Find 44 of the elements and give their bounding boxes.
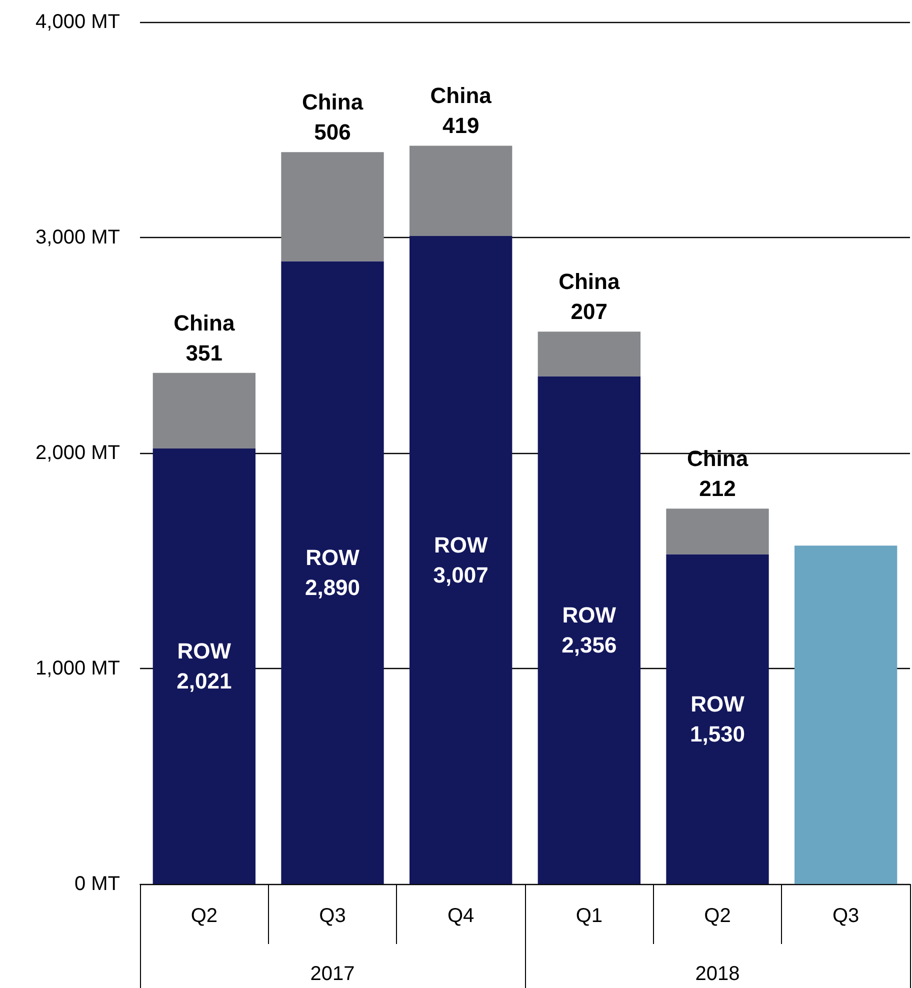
text: ROW (306, 545, 360, 570)
data-label: 3,007 (433, 562, 488, 588)
text: China (302, 90, 364, 115)
bar (794, 546, 898, 884)
bar (410, 236, 512, 884)
series-label: ROW (562, 602, 616, 628)
y-tick-label: 0 MT (74, 873, 120, 895)
x-tick-label: Q3 (319, 905, 346, 927)
bar (281, 261, 384, 884)
y-tick-label: 1,000 MT (36, 658, 120, 680)
data-label: 2,021 (176, 668, 232, 694)
text: China (430, 83, 492, 108)
x-tick-label: Q4 (447, 905, 474, 927)
data-label: 2,356 (562, 632, 617, 658)
text: 2017 (310, 963, 355, 985)
text: China (558, 269, 620, 294)
bar (410, 146, 512, 236)
text: China (686, 446, 748, 472)
y-tick-label: 4,000 MT (36, 11, 120, 33)
x-tick-label: Q3 (832, 905, 860, 927)
data-label: 1,530 (690, 722, 746, 747)
bar (666, 554, 769, 884)
x-tick-label: Q1 (576, 905, 603, 927)
bar (152, 372, 256, 448)
data-label: 419 (442, 113, 480, 138)
data-label: 351 (186, 340, 223, 366)
text: 2018 (695, 963, 740, 985)
series-label: China (174, 310, 236, 336)
data-label: 212 (699, 476, 736, 502)
bar (538, 332, 640, 376)
bar (152, 448, 256, 884)
data-label: 207 (570, 299, 608, 324)
bar (281, 152, 384, 262)
data-label: 2,890 (304, 575, 360, 600)
x-tick-label: Q2 (190, 905, 218, 927)
data-label: 506 (314, 120, 351, 145)
text: ROW (434, 532, 488, 558)
text: ROW (177, 638, 232, 664)
bar (666, 508, 769, 554)
x-tick-label: Q2 (704, 905, 731, 927)
bar (538, 376, 640, 884)
text: ROW (690, 692, 744, 717)
y-tick-label: 3,000 MT (36, 226, 120, 248)
y-tick-label: 2,000 MT (36, 442, 120, 464)
